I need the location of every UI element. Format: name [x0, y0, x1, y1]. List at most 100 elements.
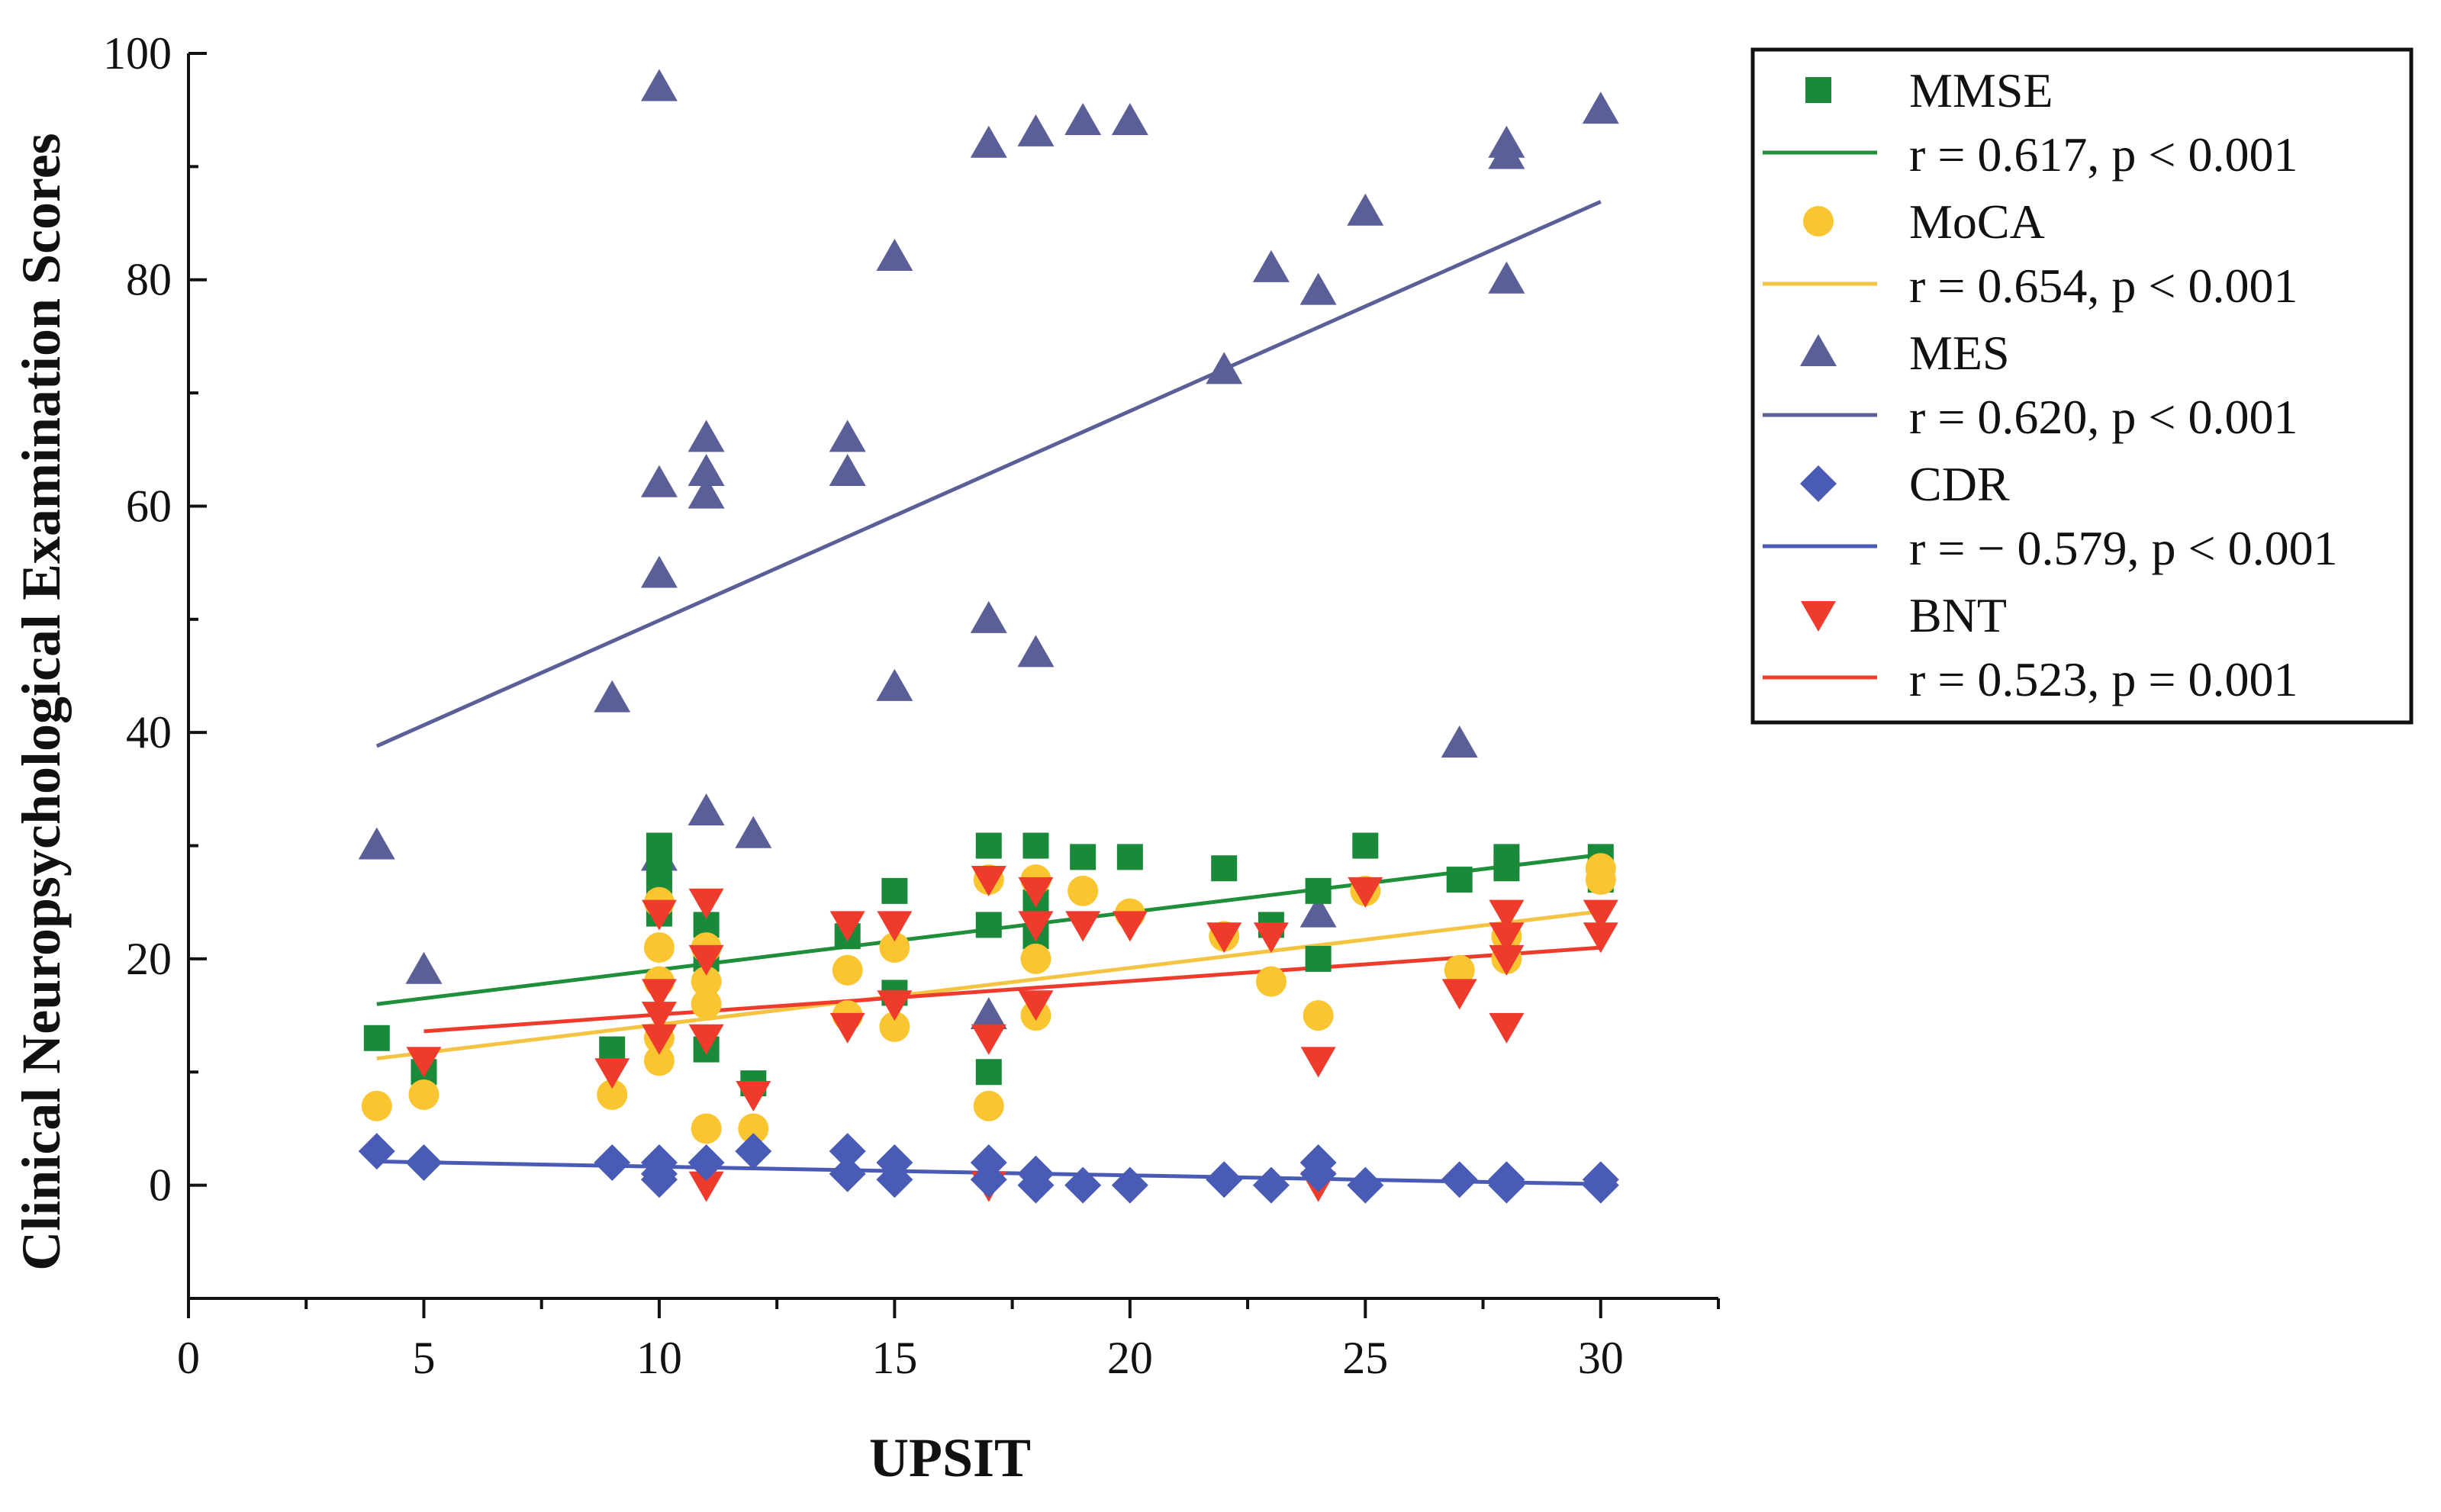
- mes-point: [829, 420, 866, 452]
- moca-point: [1068, 875, 1099, 906]
- cdr-point: [405, 1144, 443, 1181]
- bnt-point: [1441, 979, 1477, 1010]
- cdr-legend-stat: r = − 0.579, p < 0.001: [1909, 521, 2338, 575]
- x-tick-label: 15: [871, 1333, 917, 1383]
- mes-point: [640, 555, 678, 588]
- mes-point: [735, 816, 772, 848]
- cdr-point: [970, 1161, 1007, 1198]
- cdr-point: [1111, 1166, 1148, 1204]
- y-tick-label: 100: [103, 28, 172, 79]
- mes-point: [1582, 92, 1619, 124]
- y-tick-label: 0: [149, 1160, 172, 1211]
- bnt-point: [1112, 911, 1148, 942]
- cdr-point: [1252, 1166, 1290, 1204]
- cdr-point: [1441, 1161, 1478, 1198]
- mmse-point: [646, 855, 672, 882]
- x-tick-label: 30: [1578, 1333, 1624, 1383]
- legend-box: [1750, 47, 2414, 725]
- bnt-point: [1300, 1047, 1336, 1078]
- bnt-point: [829, 911, 865, 942]
- legend-entries: MMSE r = 0.617, p < 0.001 MoCA r = 0.654, p…: [1763, 63, 2338, 706]
- moca-point: [879, 1011, 910, 1042]
- bnt-point: [1489, 944, 1525, 976]
- mes-point: [1488, 137, 1525, 169]
- legend: MMSE r = 0.617, p < 0.001 MoCA r = 0.654, p…: [1750, 47, 2414, 725]
- bnt-point: [1018, 990, 1054, 1021]
- cdr-point: [1488, 1166, 1525, 1204]
- mes-point: [688, 476, 725, 509]
- moca-legend-stat: r = 0.654, p < 0.001: [1909, 259, 2298, 313]
- cdr-point: [876, 1161, 913, 1198]
- mes-point: [1441, 725, 1478, 758]
- moca-point: [879, 932, 910, 963]
- cdr-legend-marker: [1800, 465, 1837, 502]
- mes-fit-line: [375, 200, 1602, 748]
- mes-legend-marker: [1800, 334, 1837, 366]
- bnt-point: [1489, 899, 1525, 931]
- mes-legend-label: MES: [1909, 326, 2010, 380]
- mes-point: [970, 125, 1007, 158]
- mmse-point: [1070, 844, 1097, 870]
- mes-point: [1299, 272, 1337, 305]
- moca-point: [643, 1045, 675, 1076]
- bnt-point: [1018, 877, 1054, 908]
- cdr-point: [688, 1144, 725, 1181]
- bnt-legend-label: BNT: [1909, 588, 2007, 642]
- mmse-point: [975, 832, 1002, 859]
- moca-point: [1020, 943, 1051, 974]
- moca-point: [832, 954, 863, 986]
- bnt-fit-line: [423, 945, 1601, 1034]
- bnt-point: [641, 1002, 677, 1033]
- mes-point: [688, 793, 725, 826]
- cdr-point: [1017, 1166, 1055, 1204]
- cdr-point: [594, 1144, 631, 1181]
- mes-point: [1064, 103, 1102, 136]
- bnt-point: [829, 1012, 865, 1044]
- x-tick-label: 25: [1342, 1333, 1388, 1383]
- bnt-point: [594, 1058, 630, 1089]
- mmse-point: [1022, 832, 1049, 859]
- cdr-point: [1064, 1166, 1102, 1204]
- mes-point: [970, 600, 1007, 633]
- moca-point: [597, 1079, 628, 1110]
- bnt-point: [641, 899, 677, 931]
- bnt-point: [1065, 911, 1101, 942]
- mmse-point: [975, 912, 1002, 938]
- mes-point: [688, 453, 725, 486]
- bnt-point: [406, 1047, 442, 1078]
- cdr-point: [640, 1161, 678, 1198]
- moca-fit-line: [376, 909, 1602, 1060]
- y-axis-ticks: 0 20 40 60 80 100: [103, 28, 207, 1300]
- cdr-point: [1347, 1166, 1384, 1204]
- moca-legend-marker: [1803, 206, 1834, 236]
- moca-point: [1444, 954, 1475, 986]
- x-tick-label: 20: [1107, 1333, 1153, 1383]
- moca-point: [691, 1113, 722, 1144]
- x-tick-label: 10: [636, 1333, 682, 1383]
- bnt-legend-marker: [1801, 601, 1836, 632]
- bnt-point: [1583, 922, 1618, 954]
- mes-point: [970, 997, 1007, 1030]
- cdr-point: [1206, 1161, 1243, 1198]
- cdr-point: [1299, 1155, 1337, 1192]
- y-tick-label: 20: [126, 934, 172, 984]
- y-tick-label: 40: [126, 707, 172, 758]
- bnt-point: [1583, 899, 1618, 931]
- moca-legend-label: MoCA: [1909, 195, 2045, 249]
- moca-point: [1255, 966, 1287, 997]
- moca-point: [738, 1113, 769, 1144]
- moca-point: [1303, 1000, 1334, 1031]
- cdr-point: [358, 1133, 395, 1170]
- bnt-point: [688, 1171, 724, 1202]
- bnt-point: [1489, 1012, 1525, 1044]
- cdr-point: [1582, 1166, 1619, 1204]
- bnt-point: [1206, 922, 1242, 954]
- bnt-point: [1253, 922, 1289, 954]
- mmse-point: [363, 1025, 390, 1051]
- y-tick-label: 60: [126, 481, 172, 531]
- bnt-point: [736, 1080, 771, 1111]
- mes-point: [1206, 352, 1243, 384]
- bnt-point: [1348, 877, 1383, 908]
- mes-point: [829, 453, 866, 486]
- mmse-point: [1446, 867, 1473, 893]
